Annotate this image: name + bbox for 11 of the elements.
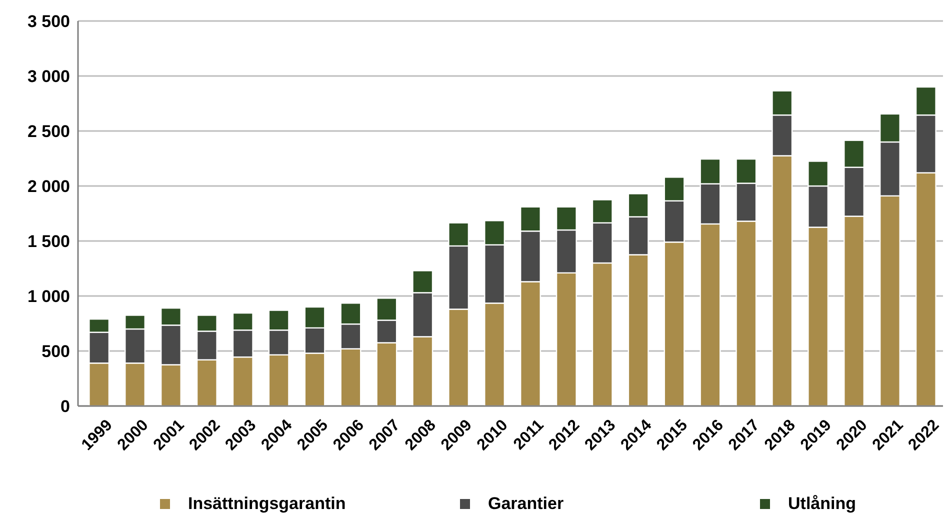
legend-label: Garantier (488, 494, 564, 513)
y-tick-label: 3 000 (27, 66, 70, 86)
y-tick-label: 2 000 (27, 176, 70, 196)
y-tick-label: 1 500 (27, 232, 70, 251)
legend-label: Insättningsgarantin (188, 494, 346, 513)
y-tick-label: 0 (60, 396, 70, 416)
y-tick-label: 1 000 (27, 286, 70, 306)
y-tick-label: 3 500 (27, 12, 70, 31)
y-tick-label: 2 500 (27, 122, 70, 141)
legend-label: Utlåning (788, 494, 856, 513)
y-tick-label: 500 (42, 342, 70, 361)
